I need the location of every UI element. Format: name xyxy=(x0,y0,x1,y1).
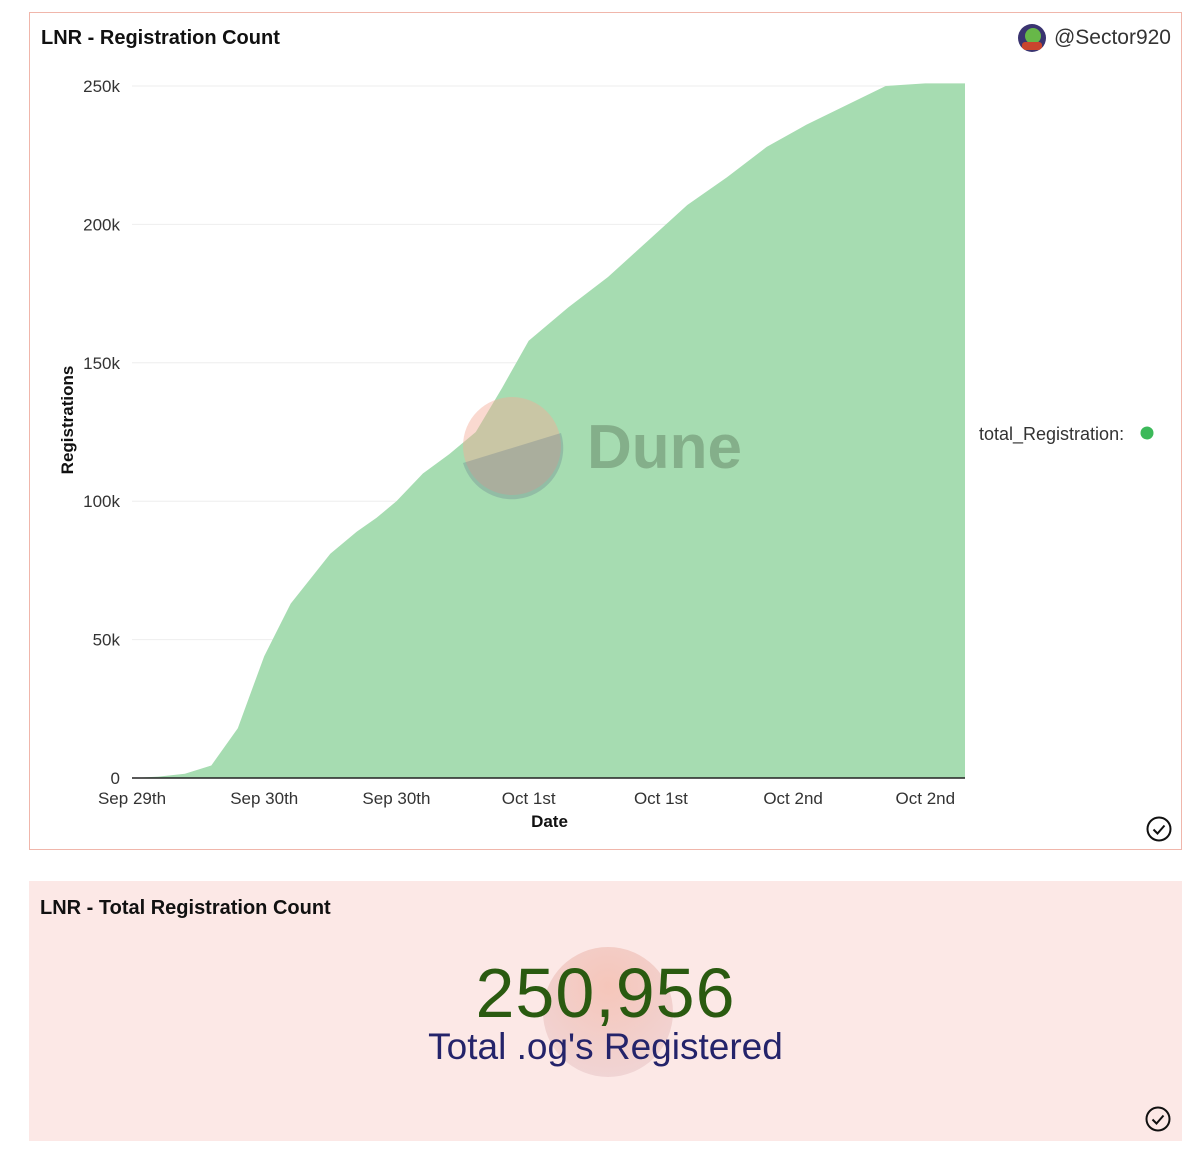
legend-dot xyxy=(1140,426,1154,440)
dune-watermark-shade xyxy=(463,433,564,500)
x-tick-label: Sep 30th xyxy=(230,789,298,808)
panel-title: LNR - Total Registration Count xyxy=(40,897,331,919)
y-tick-label: 250k xyxy=(83,77,120,96)
y-tick-label: 200k xyxy=(83,215,120,234)
total-registration-panel: LNR - Total Registration Count 250,956 T… xyxy=(29,881,1182,1141)
author-name: @Sector920 xyxy=(1053,26,1171,49)
legend-label[interactable]: total_Registration: xyxy=(979,424,1124,445)
area-series xyxy=(132,83,965,778)
x-tick-label: Oct 1st xyxy=(502,789,556,808)
y-tick-label: 150k xyxy=(83,354,120,373)
avatar xyxy=(1017,24,1046,52)
dune-watermark-icon xyxy=(463,397,561,495)
y-tick-label: 100k xyxy=(83,492,120,511)
check-circle-icon[interactable] xyxy=(1146,816,1172,842)
total-count-value: 250,956 xyxy=(475,954,736,1032)
check-circle-icon[interactable] xyxy=(1145,1106,1171,1132)
dune-watermark-text: Dune xyxy=(587,413,742,482)
x-tick-label: Oct 1st xyxy=(634,789,688,808)
x-tick-label: Sep 29th xyxy=(98,789,166,808)
x-tick-label: Oct 2nd xyxy=(763,789,823,808)
y-tick-label: 0 xyxy=(111,769,120,788)
x-tick-label: Sep 30th xyxy=(362,789,430,808)
registration-count-panel: 0 50k 100k 150k 200k 250k Sep 29th Sep 30th Sep … xyxy=(29,12,1182,850)
dune-watermark-icon xyxy=(543,947,673,1077)
total-count-subtitle: Total .og's Registered xyxy=(428,1026,783,1067)
y-tick-label: 50k xyxy=(93,631,121,650)
author-badge[interactable]: @Sector920 xyxy=(1017,24,1171,52)
x-tick-label: Oct 2nd xyxy=(896,789,956,808)
x-axis-title: Date xyxy=(531,812,568,831)
y-axis-title: Registrations xyxy=(58,366,77,475)
area-chart: 0 50k 100k 150k 200k 250k Sep 29th Sep 30th Sep … xyxy=(58,77,1154,831)
panel-title: LNR - Registration Count xyxy=(41,27,280,49)
